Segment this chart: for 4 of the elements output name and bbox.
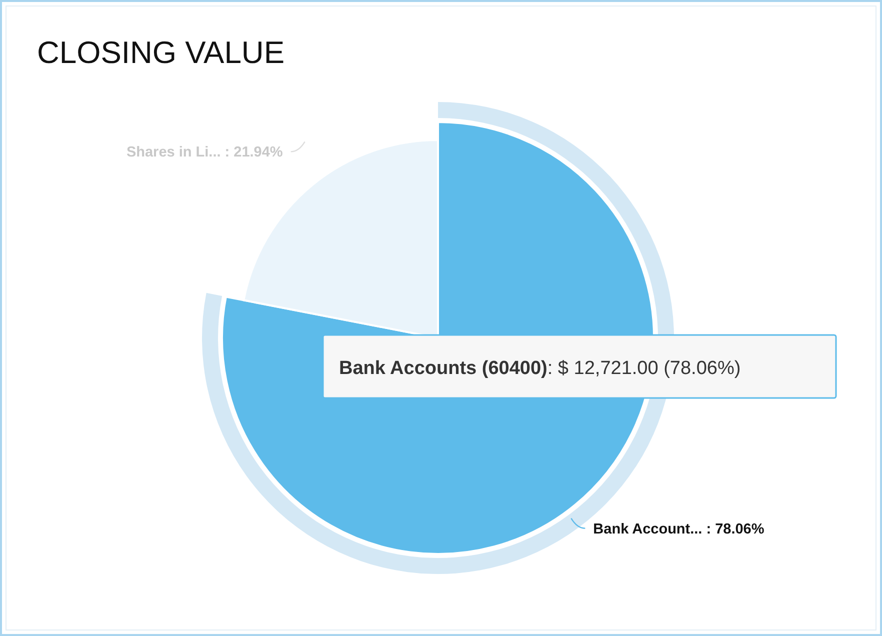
text: : $ 12,721.00 (78.06%) (547, 358, 741, 379)
text: Bank Accounts (60400) (339, 358, 548, 379)
slice-label: Bank Account... : 78.06% (593, 521, 764, 538)
chart-title: CLOSING VALUE (37, 35, 285, 70)
